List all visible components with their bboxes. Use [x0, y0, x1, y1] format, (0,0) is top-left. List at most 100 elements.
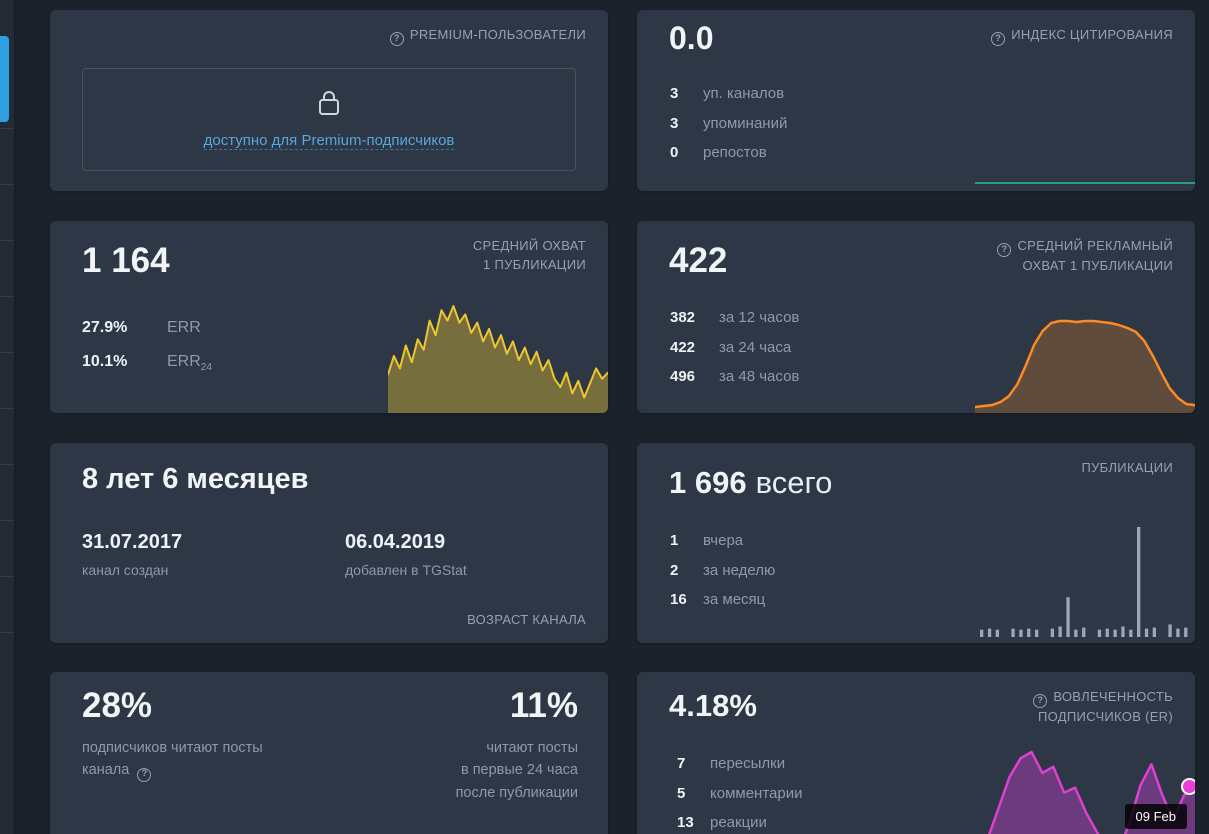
stat-err: 27.9% ERR — [82, 319, 212, 337]
citation-stats: 3 уп. каналов 3 упоминаний 0 репостов — [670, 85, 788, 175]
stat-mentioning-channels: 3 уп. каналов — [670, 85, 787, 103]
channel-created-label: канал создан — [82, 562, 169, 578]
stat-reposts: 0 репостов — [670, 144, 787, 162]
stat-value: 16 — [670, 591, 687, 608]
stat-label: репостов — [703, 144, 767, 161]
stat-label: комментарии — [710, 784, 803, 802]
engagement-title-line1: ? ВОВЛЕЧЕННОСТЬ — [1033, 688, 1173, 708]
card-title: ? СРЕДНИЙ РЕКЛАМНЫЙ ОХВАТ 1 ПУБЛИКАЦИИ — [997, 237, 1173, 276]
stat-label: уп. каналов — [703, 85, 785, 102]
stat-value: 2 — [670, 561, 679, 579]
premium-locked-panel: доступно для Premium-подписчиков — [82, 68, 576, 171]
stat-value: 0 — [670, 144, 679, 161]
stat-posts-yesterday: 1 вчера — [670, 532, 775, 550]
publications-stats: 1 вчера 2 за неделю 16 за месяц — [670, 532, 776, 622]
channel-age-title: ВОЗРАСТ КАНАЛА — [467, 612, 586, 627]
card-title: ? ВОВЛЕЧЕННОСТЬ ПОДПИСЧИКОВ (ER) — [1033, 688, 1173, 727]
stat-value: 422 — [670, 338, 696, 356]
help-icon[interactable]: ? — [997, 242, 1012, 257]
read-rate-card: 28% подписчиков читают посты канала ? 11… — [50, 672, 608, 834]
engagement-title-line2: ПОДПИСЧИКОВ (ER) — [1038, 708, 1173, 724]
stat-value: 3 — [670, 85, 679, 102]
card-title: ? ИНДЕКС ЦИТИРОВАНИЯ — [991, 26, 1173, 46]
engagement-card: 4.18% ? ВОВЛЕЧЕННОСТЬ ПОДПИСЧИКОВ (ER) 7 … — [637, 672, 1195, 834]
sidebar-item-active[interactable] — [0, 36, 9, 122]
help-icon[interactable]: ? — [389, 31, 404, 46]
chart-tooltip-date: 09 Feb — [1135, 809, 1176, 824]
sidebar — [0, 0, 15, 834]
sidebar-item-divider — [0, 520, 14, 521]
sidebar-item-divider — [0, 352, 14, 353]
publications-total: 1 696 — [669, 465, 747, 500]
stat-posts-week: 2 за неделю — [670, 561, 776, 580]
publications-bar-chart[interactable] — [980, 525, 1192, 637]
reach-sparkline[interactable] — [388, 301, 608, 413]
ad-reach-stats: 382 за 12 часов 422 за 24 часа 496 за 48… — [670, 309, 800, 399]
stat-value: 496 — [670, 368, 696, 385]
help-icon[interactable]: ? — [137, 767, 152, 782]
stat-reactions: 13 реакции — [677, 814, 802, 832]
channel-age-card: 8 лет 6 месяцев 31.07.2017 канал создан … — [50, 443, 608, 643]
chart-tooltip: 09 Feb — [1124, 804, 1187, 829]
read-rate-24h-label: читают посты в первые 24 часа после публ… — [455, 740, 578, 801]
premium-users-card: ? PREMIUM-ПОЛЬЗОВАТЕЛИ доступно для Premi… — [50, 10, 608, 191]
stat-err24: 10.1% ERR24 — [82, 353, 212, 373]
stat-label: за месяц — [703, 591, 766, 608]
stat-value: 7 — [677, 755, 686, 772]
stat-label: за неделю — [703, 561, 776, 579]
sidebar-item-divider — [0, 184, 14, 185]
read-rate-value: 28% — [82, 686, 153, 725]
average-ad-reach-card: 422 ? СРЕДНИЙ РЕКЛАМНЫЙ ОХВАТ 1 ПУБЛИКАЦИ… — [637, 221, 1195, 413]
average-reach-title-line2: 1 ПУБЛИКАЦИИ — [483, 256, 586, 272]
read-rate-24h-block: 11% читают посты в первые 24 часа после … — [456, 688, 578, 804]
stat-mentions: 3 упоминаний — [670, 114, 788, 133]
sidebar-item-divider — [0, 632, 14, 633]
sidebar-item-divider — [0, 576, 14, 577]
stat-label: за 48 часов — [719, 368, 800, 385]
chart-point-marker[interactable] — [1181, 778, 1195, 795]
card-title: ? PREMIUM-ПОЛЬЗОВАТЕЛИ — [389, 26, 586, 46]
publications-card: 1 696 всего ПУБЛИКАЦИИ 1 вчера 2 за недел… — [637, 443, 1195, 643]
average-ad-reach-value: 422 — [669, 241, 728, 280]
average-ad-reach-title-line2: ОХВАТ 1 ПУБЛИКАЦИИ — [1022, 257, 1173, 273]
premium-subscribe-link[interactable]: доступно для Premium-подписчиков — [203, 132, 455, 150]
publications-title: ПУБЛИКАЦИИ — [1081, 460, 1173, 475]
stat-reach-12h: 382 за 12 часов — [670, 309, 800, 327]
read-rate-left-block: 28% подписчиков читают посты канала ? — [82, 688, 263, 782]
channel-added-block: 06.04.2019 добавлен в TGStat — [345, 531, 467, 578]
average-reach-value: 1 164 — [82, 241, 170, 280]
publications-total-suffix: всего — [755, 465, 833, 500]
stat-label: за 24 часа — [719, 338, 792, 356]
stat-comments: 5 комментарии — [677, 784, 803, 803]
average-ad-reach-title-line1: ? СРЕДНИЙ РЕКЛАМНЫЙ — [997, 237, 1173, 257]
stat-value: 3 — [670, 114, 679, 132]
stat-label: ERR24 — [167, 352, 212, 373]
sidebar-item-divider — [0, 296, 14, 297]
premium-users-title: PREMIUM-ПОЛЬЗОВАТЕЛИ — [409, 27, 586, 42]
sidebar-item-divider — [0, 464, 14, 465]
sidebar-item-divider — [0, 240, 14, 241]
average-reach-title-line1: СРЕДНИЙ ОХВАТ — [472, 238, 586, 253]
channel-added-label: добавлен в TGStat — [345, 562, 467, 578]
help-icon[interactable]: ? — [1033, 693, 1048, 708]
stat-label: ERR — [167, 319, 201, 336]
citation-index-title: ИНДЕКС ЦИТИРОВАНИЯ — [1011, 27, 1173, 42]
citation-index-value: 0.0 — [669, 20, 714, 56]
publications-value: 1 696 всего — [669, 467, 832, 498]
ad-reach-sparkline[interactable] — [975, 316, 1195, 413]
reach-stats: 27.9% ERR 10.1% ERR24 — [82, 319, 212, 386]
stat-label: за 12 часов — [719, 309, 800, 326]
stat-reach-48h: 496 за 48 часов — [670, 368, 800, 386]
stat-label: упоминаний — [703, 114, 788, 132]
stat-value: 27.9% — [82, 319, 128, 336]
stat-value: 5 — [677, 784, 686, 802]
card-title: СРЕДНИЙ ОХВАТ 1 ПУБЛИКАЦИИ — [473, 237, 586, 275]
stat-posts-month: 16 за месяц — [670, 591, 775, 609]
channel-age-value: 8 лет 6 месяцев — [82, 463, 309, 495]
citation-sparkline[interactable] — [975, 168, 1195, 188]
help-icon[interactable]: ? — [991, 31, 1006, 46]
stat-label: вчера — [703, 532, 744, 549]
stat-label: пересылки — [710, 755, 786, 772]
engagement-value: 4.18% — [669, 688, 757, 723]
